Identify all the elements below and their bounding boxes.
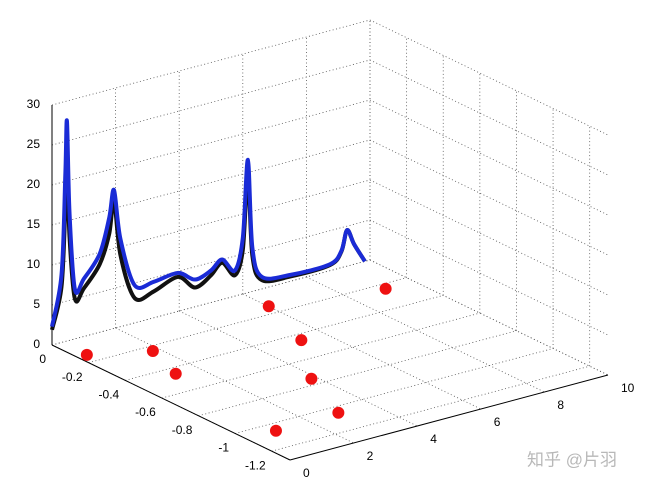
watermark: 知乎 @片羽	[527, 450, 617, 469]
x-tick-label: 10	[621, 381, 635, 395]
grid-line	[51, 259, 371, 346]
x-tick-label: 2	[367, 449, 374, 463]
z-tick-label: 15	[27, 217, 41, 231]
grid-line	[51, 139, 371, 226]
scatter-point	[379, 282, 392, 295]
grid-line	[198, 330, 517, 417]
scatter-point	[269, 424, 282, 437]
x-tick-label: 4	[430, 432, 437, 446]
x-axis	[289, 374, 609, 461]
z-tick-label: 0	[33, 337, 40, 351]
y-tick-label: -0.4	[99, 388, 120, 402]
y-tick-label: -0.6	[135, 405, 156, 419]
grid-line	[51, 179, 371, 266]
grid-line	[179, 310, 418, 427]
z-tick-label: 10	[27, 257, 41, 271]
grid-line	[242, 293, 481, 410]
y-tick-label: 0	[39, 352, 46, 366]
series-line	[50, 118, 367, 327]
z-tick-label: 30	[27, 97, 41, 111]
grid-line	[234, 348, 554, 434]
grid-line	[271, 365, 590, 452]
z-tick-label: 20	[27, 177, 41, 191]
scatter-point	[305, 372, 318, 385]
y-tick-label: -0.8	[172, 423, 193, 437]
scatter-point	[332, 406, 345, 419]
series-line	[50, 157, 367, 331]
scatter-point	[146, 345, 159, 358]
grid-line	[369, 19, 609, 136]
x-tick-label: 6	[494, 415, 501, 429]
grid-line	[51, 99, 371, 186]
scatter-point	[295, 334, 308, 347]
z-tick-label: 5	[33, 297, 40, 311]
scatter-point	[262, 300, 275, 313]
grid-line	[51, 59, 371, 146]
scatter-point	[169, 367, 182, 380]
z-tick-label: 25	[27, 137, 41, 151]
grid-line	[51, 19, 371, 106]
y-tick-label: -1.2	[245, 458, 266, 472]
grid-line	[51, 219, 371, 306]
scatter-point	[80, 348, 93, 361]
x-tick-label: 0	[303, 466, 310, 480]
x-tick-label: 8	[557, 398, 564, 412]
y-tick-label: -1	[218, 441, 229, 455]
y-axis	[51, 344, 291, 461]
y-tick-label: -0.2	[62, 370, 83, 384]
grid-line	[125, 294, 444, 381]
grid-line	[88, 277, 407, 364]
grid-line	[161, 312, 480, 399]
grid-line	[306, 276, 545, 393]
